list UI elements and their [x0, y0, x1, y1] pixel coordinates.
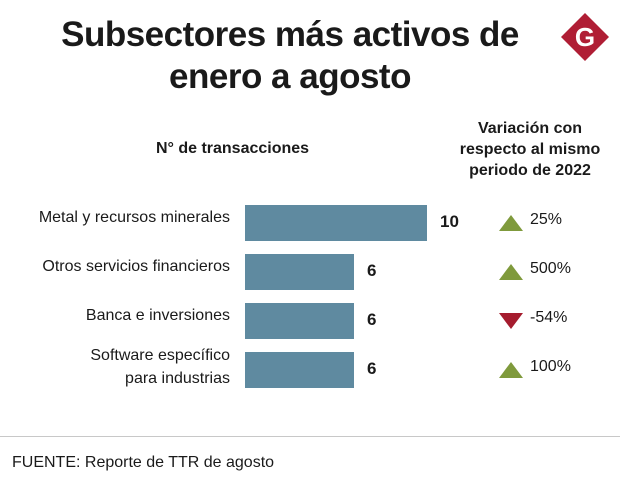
x-axis-header: N° de transacciones — [155, 140, 310, 157]
variation-header-line-3: periodo de 2022 — [469, 162, 591, 179]
triangle-down-icon — [499, 313, 523, 329]
category-label: Metal y recursos minerales — [39, 206, 230, 229]
triangle-up-icon — [499, 362, 523, 378]
category-label-line-1: Metal y recursos minerales — [38, 209, 230, 226]
bar-value-label: 6 — [367, 359, 377, 378]
variation-value: -54% — [530, 309, 568, 326]
category-label: Otros servicios financieros — [42, 255, 230, 278]
bar-value-label: 6 — [367, 310, 377, 329]
variation-value: 500% — [530, 260, 571, 277]
chart-title-line-1: Subsectores más activos de — [61, 15, 519, 54]
variation-value: 25% — [530, 211, 563, 228]
category-label-line-1: Banca e inversiones — [85, 307, 230, 324]
category-label-line-1: Software específico — [90, 347, 230, 364]
category-label: Software específico para industrias — [90, 344, 230, 390]
variation-header: Variación con respecto al mismo periodo … — [440, 118, 620, 181]
variation-value: 100% — [530, 358, 571, 375]
category-label: Banca e inversiones — [86, 304, 230, 327]
bar — [245, 205, 427, 241]
variation-header-line-2: respecto al mismo — [459, 141, 601, 158]
chart-title: Subsectores más activos de enero a agost… — [40, 14, 540, 98]
triangle-up-icon — [499, 264, 523, 280]
bar-value-label: 10 — [440, 212, 459, 231]
triangle-up-icon — [499, 215, 523, 231]
bar — [245, 254, 354, 290]
logo-letter: G — [575, 22, 595, 52]
bar — [245, 303, 354, 339]
brand-logo-icon: G — [561, 13, 609, 61]
chart-title-line-2: enero a agosto — [169, 57, 411, 96]
source-note: FUENTE: Reporte de TTR de agosto — [12, 454, 275, 471]
variation-header-line-1: Variación con — [477, 120, 583, 137]
divider — [0, 436, 620, 437]
bar-value-label: 6 — [367, 261, 377, 280]
category-label-line-2: para industrias — [125, 370, 230, 387]
bar — [245, 352, 354, 388]
category-label-line-1: Otros servicios financieros — [42, 258, 230, 275]
